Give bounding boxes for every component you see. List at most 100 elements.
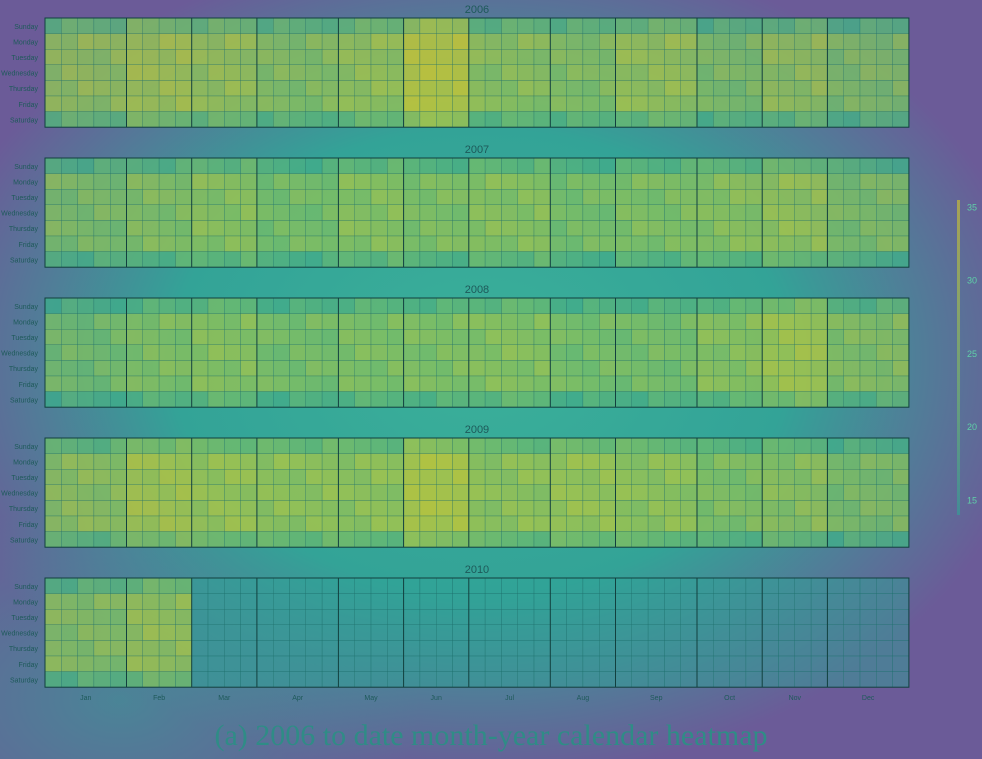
heatmap-cell [109,360,127,377]
heatmap-cell [387,655,404,672]
heatmap-cell [93,188,111,205]
heatmap-cell [354,17,372,34]
heatmap-cell [892,609,910,626]
heatmap-cell [387,17,404,34]
heatmap-cell [273,500,290,517]
heatmap-cell [876,500,893,517]
heatmap-cell [762,111,779,128]
heatmap-cell [158,671,176,688]
heatmap-cell [256,437,274,454]
weekday-label: Wednesday [1,351,38,358]
heatmap-cell [109,49,127,66]
heatmap-cell [713,577,730,594]
heatmap-cell [827,344,844,361]
heatmap-cell [207,609,225,626]
heatmap-cell [191,157,209,174]
heatmap-cell [533,437,551,454]
heatmap-cell [501,313,518,330]
heatmap-cell [599,95,616,112]
heatmap-cell [61,453,78,470]
heatmap-cell [305,437,323,454]
heatmap-cell [419,173,437,190]
heatmap-cell [207,391,225,408]
heatmap-cell [810,157,828,174]
heatmap-cell [664,375,681,392]
heatmap-cell [794,220,812,237]
heatmap-cell [647,515,665,532]
heatmap-cell [354,251,372,268]
heatmap-cell [273,671,290,688]
heatmap-cell [354,500,372,517]
colorbar-tick-label: 25 [967,349,977,359]
heatmap-cell [109,251,127,268]
heatmap-cell [321,188,339,205]
heatmap-cell [533,173,551,190]
heatmap-cell [207,64,225,81]
heatmap-cell [517,235,535,252]
heatmap-cell [582,157,600,174]
heatmap-cell [419,157,437,174]
heatmap-cell [501,624,518,641]
heatmap-cell [240,360,258,377]
heatmap-cell [582,173,600,190]
heatmap-cell [680,515,698,532]
heatmap-cell [550,375,567,392]
heatmap-cell [599,313,616,330]
heatmap-cell [175,484,192,501]
heatmap-cell [729,609,747,626]
heatmap-cell [142,157,160,174]
heatmap-cell [647,671,665,688]
heatmap-cell [843,360,861,377]
heatmap-cell [810,609,828,626]
heatmap-cell [550,484,567,501]
heatmap-cell [256,577,274,594]
heatmap-cell [729,188,747,205]
heatmap-cell [664,515,681,532]
heatmap-cell [240,297,258,314]
heatmap-cell [289,484,306,501]
heatmap-cell [436,624,453,641]
heatmap-cell [354,515,372,532]
heatmap-cell [713,80,730,97]
heatmap-cell [582,64,600,81]
heatmap-cell [647,484,665,501]
heatmap-cell [892,157,910,174]
heatmap-cell [158,515,176,532]
month-label: Aug [577,695,590,702]
heatmap-cell [289,469,306,486]
heatmap-cell [566,391,584,408]
heatmap-cell [484,173,502,190]
heatmap-cell [647,469,665,486]
heatmap-cell [859,297,877,314]
heatmap-cell [810,577,828,594]
heatmap-cell [713,33,730,50]
heatmap-cell [289,111,306,128]
heatmap-cell [126,188,143,205]
heatmap-cell [338,360,355,377]
heatmap-cell [745,469,763,486]
heatmap-cell [370,609,388,626]
heatmap-cell [550,95,567,112]
heatmap-cell [387,33,404,50]
heatmap-cell [175,531,192,548]
heatmap-cell [647,360,665,377]
heatmap-cell [794,624,812,641]
heatmap-cell [501,344,518,361]
heatmap-cell [778,437,795,454]
heatmap-cell [61,17,78,34]
heatmap-cell [762,297,779,314]
heatmap-cell [859,49,877,66]
heatmap-cell [696,33,714,50]
heatmap-cell [566,453,584,470]
heatmap-cell [615,157,632,174]
heatmap-cell [77,188,95,205]
heatmap-cell [762,313,779,330]
heatmap-cell [631,640,649,657]
heatmap-cell [696,484,714,501]
heatmap-cell [370,329,388,346]
heatmap-cell [158,437,176,454]
heatmap-cell [615,235,632,252]
heatmap-cell [142,297,160,314]
heatmap-cell [859,157,877,174]
month-label: Jan [80,695,91,702]
